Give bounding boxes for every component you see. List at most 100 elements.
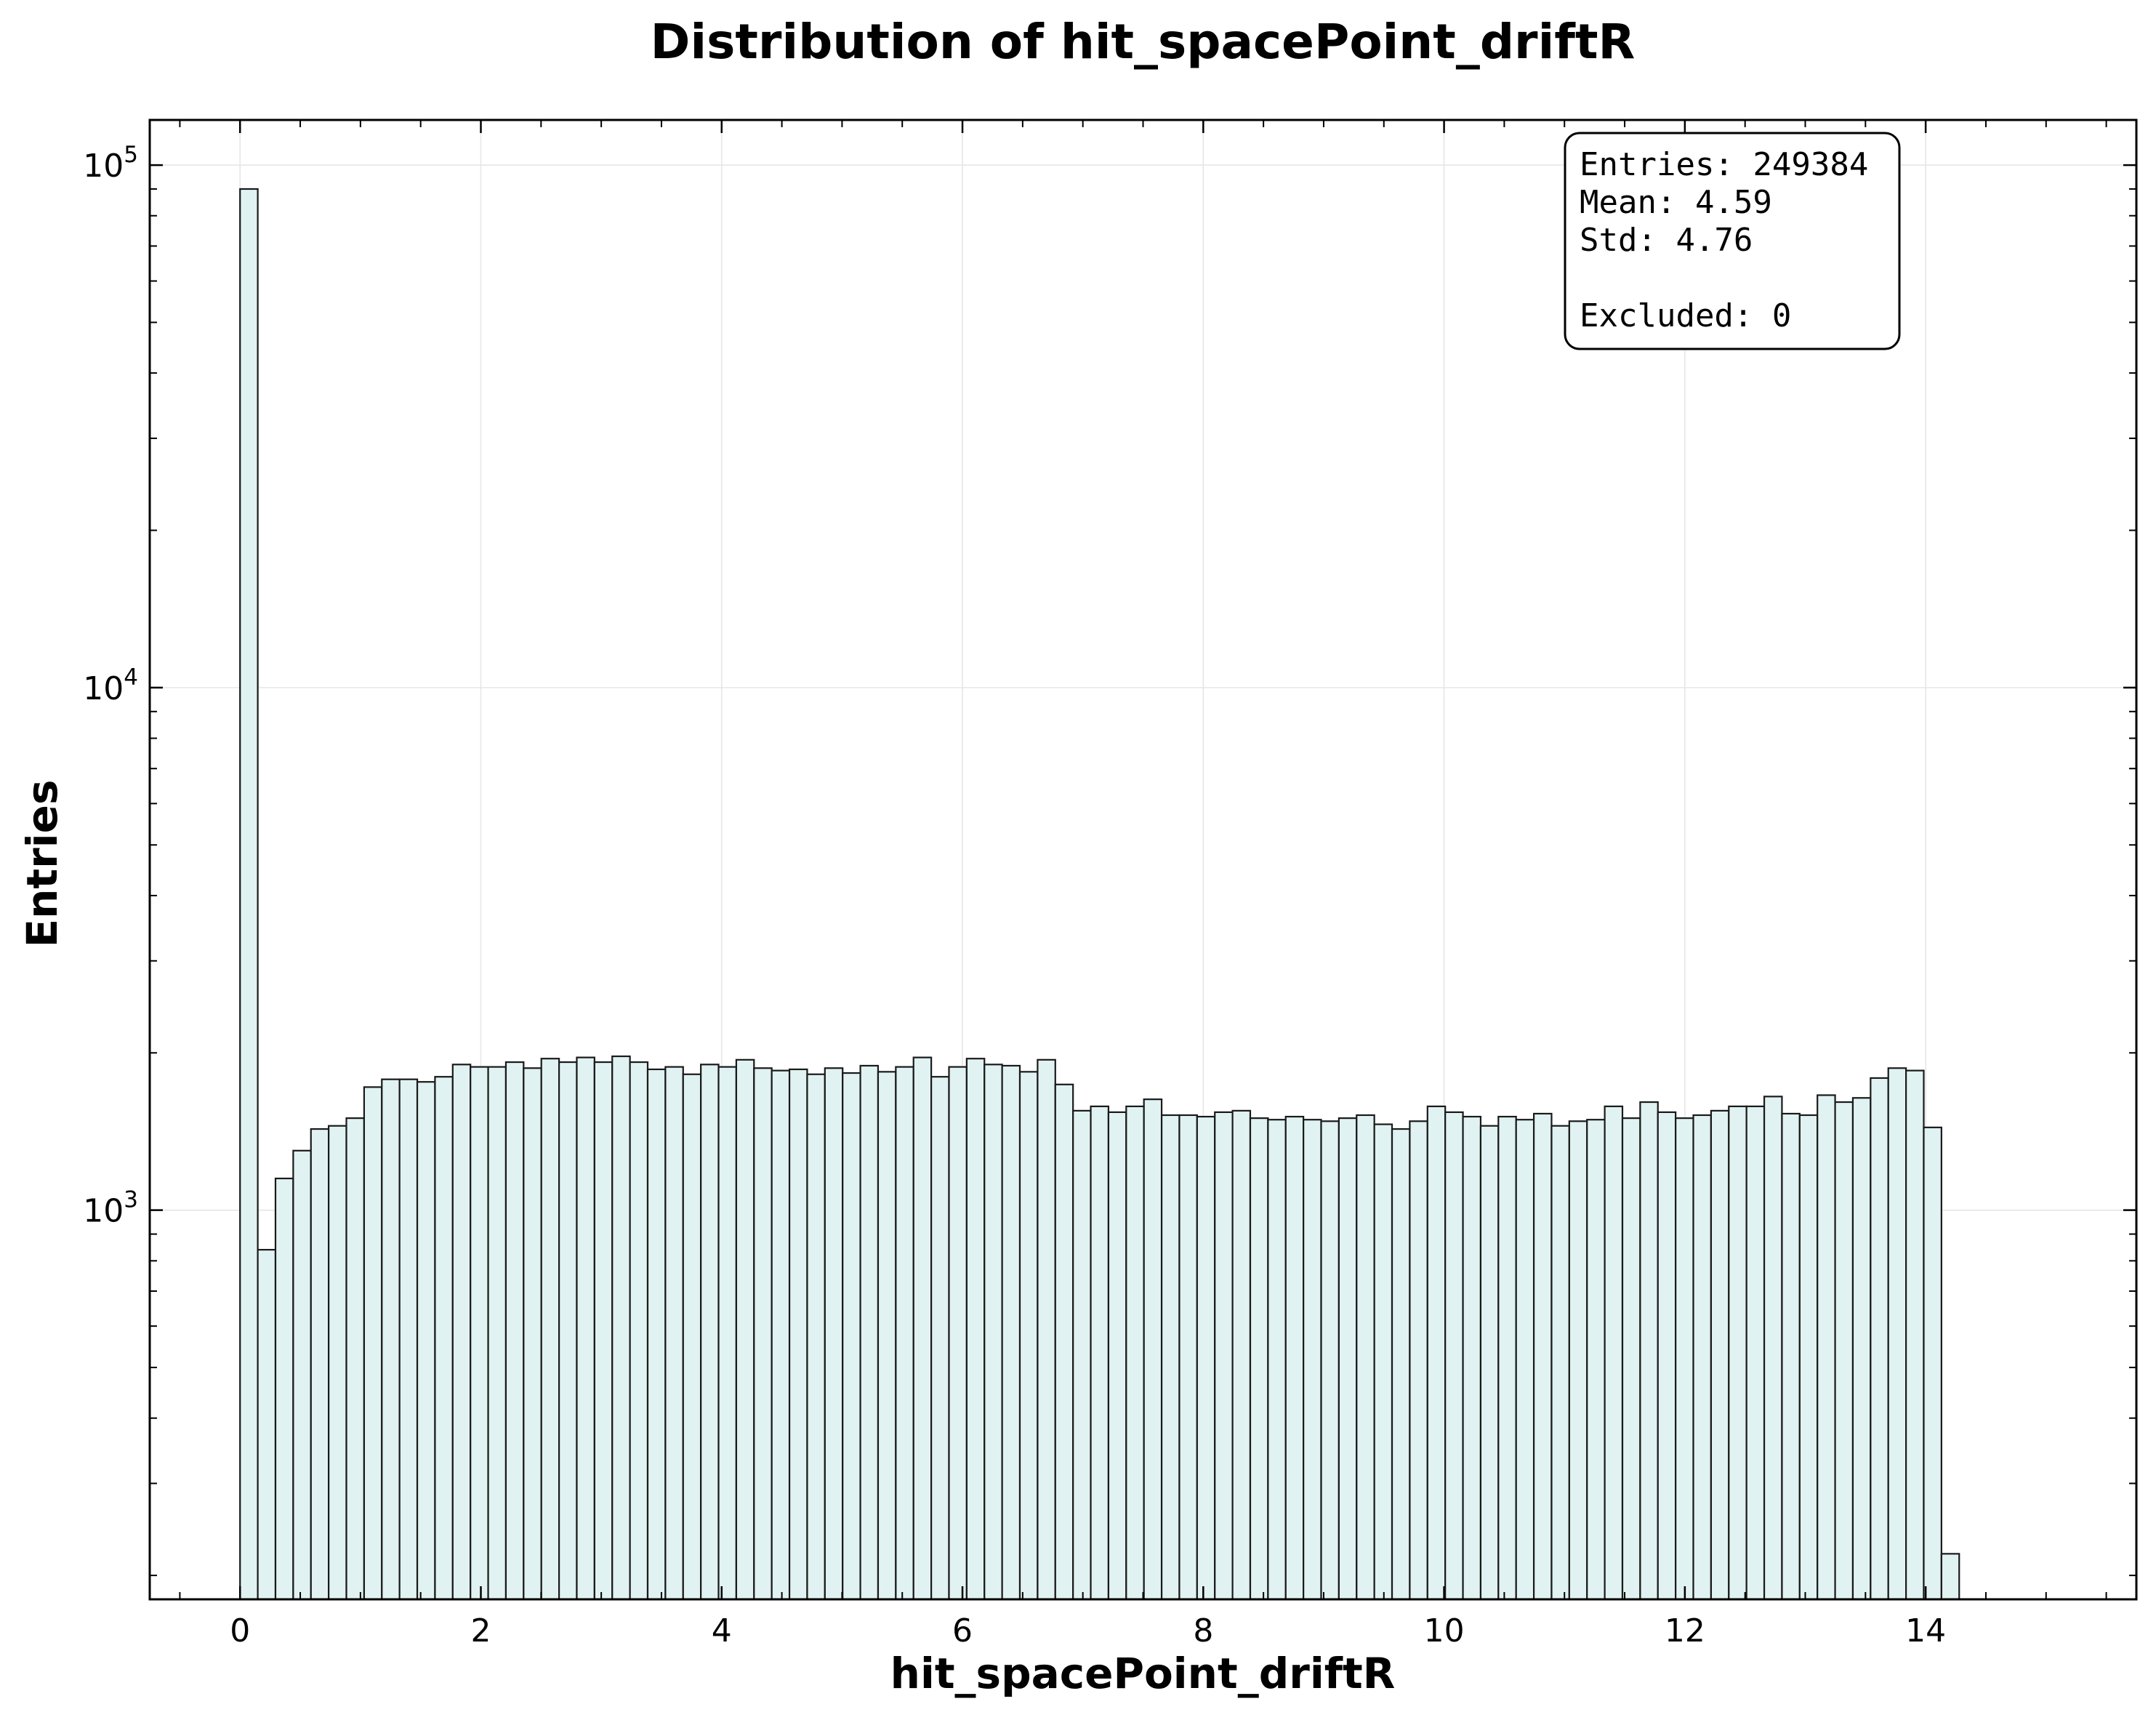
histogram-bar: [1692, 1114, 1713, 1601]
histogram-bar: [1817, 1094, 1836, 1601]
x-tick-label: 0: [230, 1612, 250, 1649]
histogram-bar: [416, 1081, 436, 1601]
histogram-bar: [948, 1066, 968, 1601]
histogram-bar: [1037, 1058, 1056, 1601]
chart-title: Distribution of hit_spacePoint_driftR: [651, 14, 1636, 70]
stats-box-frame: [1564, 132, 1901, 350]
histogram-bar: [1604, 1105, 1624, 1601]
histogram-bar: [1125, 1105, 1145, 1601]
stats-entries: Entries: 249384: [1580, 146, 1868, 183]
histogram-bar: [717, 1066, 738, 1601]
histogram-bar: [328, 1125, 347, 1601]
histogram-bar: [912, 1056, 933, 1601]
histogram-bar: [1284, 1115, 1305, 1601]
y-axis: 103 104 105: [83, 142, 2136, 1577]
histogram-bar: [1675, 1117, 1694, 1601]
x-tick-label: 10: [1424, 1612, 1465, 1649]
histogram-bar: [540, 1058, 560, 1601]
x-axis-label: hit_spacePoint_driftR: [890, 1649, 1396, 1698]
histogram-bar: [257, 1249, 277, 1601]
histogram-bar: [1426, 1105, 1447, 1601]
histogram-bar: [1763, 1096, 1783, 1601]
histogram-bar: [1196, 1115, 1216, 1601]
histogram-bar: [1356, 1114, 1375, 1601]
histogram-bar: [1001, 1064, 1021, 1601]
histogram-bar: [1905, 1069, 1925, 1601]
histogram-bar: [487, 1066, 507, 1601]
histogram-bar: [1497, 1115, 1517, 1601]
histogram-bar: [1550, 1125, 1570, 1601]
histogram-bar: [771, 1069, 791, 1601]
histogram-bar: [504, 1061, 525, 1601]
histogram-bar: [1320, 1120, 1340, 1601]
histogram-bar: [1479, 1125, 1500, 1601]
y-tick-label: 103: [83, 1187, 138, 1230]
histogram-bar: [753, 1067, 773, 1601]
histogram-bar: [930, 1076, 950, 1601]
x-tick-label: 12: [1665, 1612, 1705, 1649]
histogram-bar: [1303, 1119, 1322, 1601]
histogram-bar: [1178, 1114, 1198, 1601]
histogram-bar: [859, 1064, 880, 1601]
y-tick-label: 104: [83, 664, 138, 707]
histogram-bar: [877, 1071, 897, 1601]
histogram-bar: [824, 1067, 844, 1601]
histogram-bar: [1231, 1109, 1252, 1601]
histogram-bar: [292, 1149, 312, 1601]
histogram-bar: [1462, 1115, 1482, 1601]
histogram-bar: [735, 1058, 755, 1601]
histogram-bar: [1107, 1111, 1127, 1601]
histogram-bar: [1781, 1112, 1801, 1601]
histogram-bar: [984, 1064, 1003, 1601]
histogram-bar: [1338, 1117, 1358, 1601]
histogram-bar: [1621, 1117, 1641, 1601]
x-axis: 0 2 4 6 8 10 12 14: [179, 120, 2107, 1649]
histogram-bar: [1568, 1120, 1588, 1601]
histogram-bar: [1160, 1114, 1180, 1601]
histogram-bar: [1870, 1077, 1889, 1601]
histogram-bar: [1710, 1109, 1730, 1601]
histogram-bar: [345, 1117, 365, 1601]
stats-box: Entries: 249384 Mean: 4.59 Std: 4.76 Exc…: [1564, 132, 1901, 350]
histogram-bar: [1143, 1098, 1163, 1601]
histogram-bar: [965, 1058, 986, 1601]
histogram-bar: [700, 1064, 720, 1601]
histogram-bar: [1798, 1114, 1819, 1601]
histogram-bar: [1639, 1101, 1659, 1601]
histogram-bar: [788, 1068, 808, 1601]
histogram-bar: [1532, 1112, 1553, 1601]
stats-std: Std: 4.76: [1580, 222, 1753, 259]
histogram-bar: [682, 1073, 702, 1601]
histogram-bar: [1267, 1119, 1287, 1601]
histogram-bar: [1444, 1111, 1464, 1601]
histogram-bar: [1940, 1553, 1960, 1601]
histogram-bars: [239, 188, 1960, 1601]
histogram-bar: [1834, 1101, 1854, 1601]
histogram-bar: [470, 1066, 489, 1601]
stats-mean: Mean: 4.59: [1580, 184, 1772, 221]
histogram-bar: [1515, 1119, 1535, 1601]
x-tick-label: 6: [952, 1612, 973, 1649]
histogram-bar: [1072, 1109, 1092, 1601]
x-tick-label: 2: [471, 1612, 491, 1649]
histogram-bar: [1851, 1097, 1872, 1601]
histogram-bar: [895, 1066, 914, 1601]
histogram-bar: [381, 1078, 401, 1601]
x-tick-label: 14: [1905, 1612, 1946, 1649]
histogram-bar: [1054, 1083, 1074, 1601]
histogram-bar: [664, 1066, 684, 1601]
histogram-bar: [646, 1068, 667, 1601]
histogram-bar: [1887, 1067, 1907, 1601]
x-tick-label: 4: [712, 1612, 732, 1649]
histogram-bar: [274, 1177, 294, 1601]
histogram-bar: [593, 1061, 614, 1601]
y-tick-label: 105: [83, 142, 138, 185]
histogram-bar: [558, 1061, 578, 1601]
histogram-bar: [611, 1055, 631, 1601]
y-axis-label: Entries: [17, 780, 67, 948]
histogram-bar: [434, 1076, 454, 1601]
histogram-bar: [1657, 1111, 1677, 1601]
histogram-bar: [576, 1056, 595, 1601]
histogram-bar: [842, 1072, 861, 1601]
